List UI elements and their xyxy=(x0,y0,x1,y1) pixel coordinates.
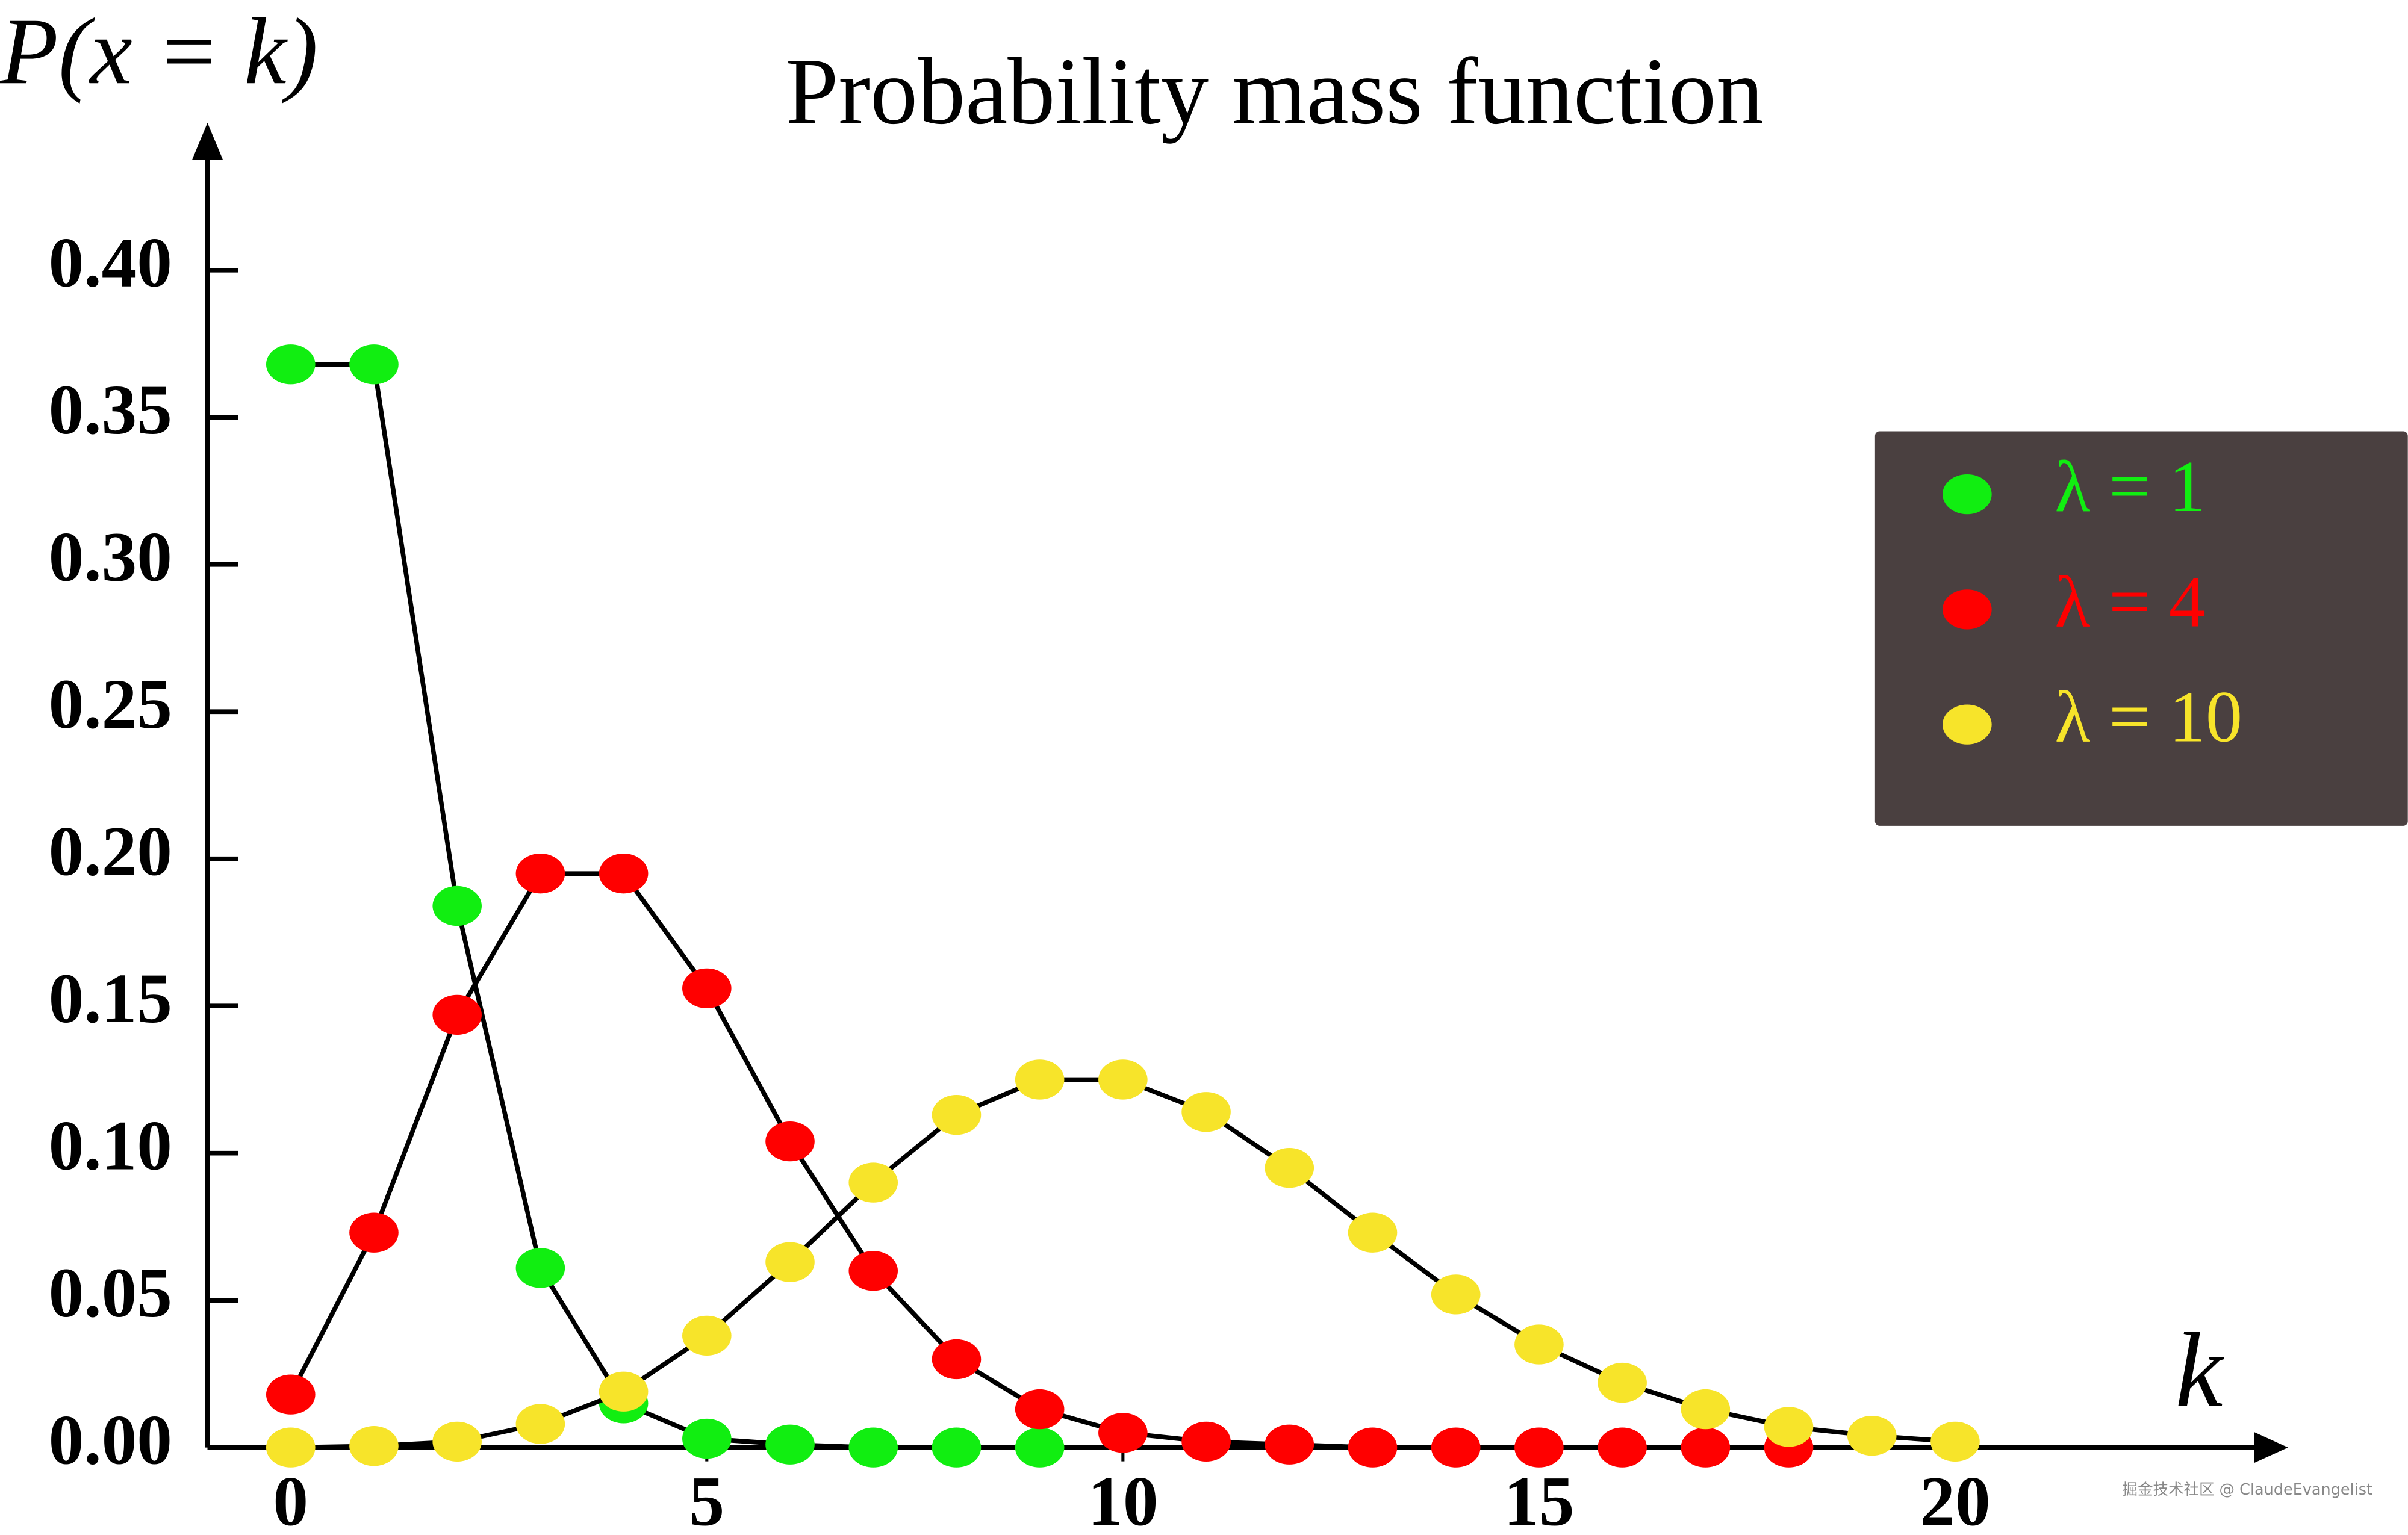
point xyxy=(266,344,316,385)
y-tick-label: 0.30 xyxy=(49,518,172,597)
y-tick-label: 0.20 xyxy=(49,813,172,891)
point xyxy=(1265,1424,1314,1465)
point xyxy=(1015,1427,1065,1468)
point xyxy=(765,1121,815,1162)
legend-marker xyxy=(1943,704,1992,745)
point xyxy=(1514,1324,1564,1365)
point xyxy=(599,1371,649,1412)
point xyxy=(932,1427,982,1468)
point xyxy=(266,1374,316,1415)
point xyxy=(349,344,399,385)
point xyxy=(1431,1427,1481,1468)
point xyxy=(1098,1413,1148,1453)
legend-box xyxy=(1874,431,2408,826)
y-tick-label: 0.35 xyxy=(49,371,172,449)
point xyxy=(515,1404,565,1444)
point xyxy=(515,1248,565,1288)
legend-marker xyxy=(1943,589,1992,630)
y-axis-label: P(x = k) xyxy=(0,0,318,104)
point xyxy=(1514,1427,1564,1468)
point xyxy=(1681,1427,1731,1468)
point xyxy=(349,1212,399,1253)
point xyxy=(1181,1092,1231,1132)
point xyxy=(1764,1407,1814,1447)
point xyxy=(515,854,565,894)
legend-label: λ = 10 xyxy=(2055,677,2242,758)
x-tick-label: 5 xyxy=(689,1463,724,1535)
y-tick-label: 0.25 xyxy=(49,665,172,743)
x-axis-label: k xyxy=(2175,1310,2224,1430)
point xyxy=(1431,1274,1481,1315)
y-tick-label: 0.10 xyxy=(49,1107,172,1185)
series-line xyxy=(290,362,1040,1450)
x-tick-label: 20 xyxy=(1920,1463,1990,1535)
point xyxy=(932,1339,982,1380)
point xyxy=(848,1251,898,1291)
point xyxy=(599,854,649,894)
point xyxy=(1015,1059,1065,1100)
y-tick-label: 0.40 xyxy=(49,224,172,302)
x-tick-label: 10 xyxy=(1087,1463,1158,1535)
point xyxy=(1348,1427,1398,1468)
point xyxy=(432,994,482,1035)
y-tick-label: 0.00 xyxy=(49,1401,172,1480)
point xyxy=(1598,1362,1647,1403)
point xyxy=(349,1426,399,1466)
point xyxy=(1265,1147,1314,1188)
watermark: 掘金技术社区 @ ClaudeEvangelist xyxy=(2122,1481,2372,1499)
point xyxy=(682,1315,732,1356)
chart-title: Probability mass function xyxy=(786,39,1764,144)
x-tick-label: 0 xyxy=(273,1463,308,1535)
point xyxy=(1181,1421,1231,1462)
point xyxy=(848,1162,898,1203)
point xyxy=(1681,1389,1731,1430)
x-tick-label: 15 xyxy=(1504,1463,1574,1535)
legend-marker xyxy=(1943,474,1992,515)
point xyxy=(1098,1059,1148,1100)
legend-label: λ = 1 xyxy=(2055,446,2206,527)
point xyxy=(765,1242,815,1282)
point xyxy=(1930,1421,1980,1462)
y-tick-label: 0.15 xyxy=(49,960,172,1038)
legend-label: λ = 4 xyxy=(2055,561,2206,642)
point xyxy=(1015,1389,1065,1430)
x-axis-arrow xyxy=(2254,1432,2288,1463)
point xyxy=(765,1424,815,1465)
point xyxy=(1847,1415,1897,1456)
point xyxy=(848,1427,898,1468)
point xyxy=(682,968,732,1009)
point xyxy=(1598,1427,1647,1468)
point xyxy=(432,1421,482,1462)
point xyxy=(266,1427,316,1468)
y-axis-arrow xyxy=(192,123,223,160)
point xyxy=(682,1418,732,1459)
point xyxy=(432,885,482,926)
y-tick-label: 0.05 xyxy=(49,1254,172,1332)
point xyxy=(1348,1212,1398,1253)
point xyxy=(932,1094,982,1135)
